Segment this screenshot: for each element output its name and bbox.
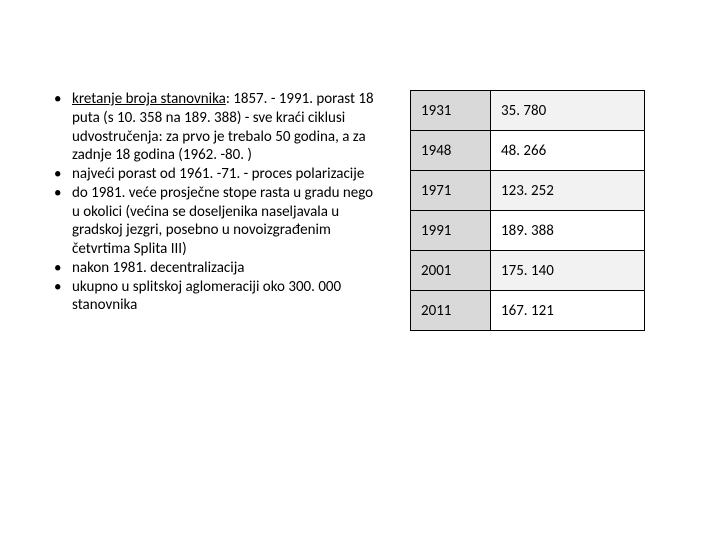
list-item: kretanje broja stanovnika: 1857. - 1991.… <box>50 90 380 165</box>
year-cell: 2011 <box>411 291 491 331</box>
table-row: 2011 167. 121 <box>411 291 645 331</box>
bullet-text: nakon 1981. decentralizacija <box>72 259 244 277</box>
year-cell: 1991 <box>411 211 491 251</box>
year-cell: 1931 <box>411 91 491 131</box>
bullet-text: do 1981. veće prosječne stope rasta u gr… <box>72 184 373 258</box>
population-table: 1931 35. 780 1948 48. 266 1971 123. 252 … <box>410 90 645 331</box>
list-item: najveći porast od 1961. -71. - proces po… <box>50 165 380 184</box>
year-cell: 1948 <box>411 131 491 171</box>
bullet-text: ukupno u splitskoj aglomeraciji oko 300.… <box>72 278 341 315</box>
list-item: do 1981. veće prosječne stope rasta u gr… <box>50 184 380 259</box>
value-cell: 48. 266 <box>491 131 645 171</box>
value-cell: 123. 252 <box>491 171 645 211</box>
year-cell: 1971 <box>411 171 491 211</box>
list-item: ukupno u splitskoj aglomeraciji oko 300.… <box>50 278 380 316</box>
bullet-text: najveći porast od 1961. -71. - proces po… <box>72 165 364 183</box>
list-item: nakon 1981. decentralizacija <box>50 259 380 278</box>
table-row: 1948 48. 266 <box>411 131 645 171</box>
year-cell: 2001 <box>411 251 491 291</box>
value-cell: 189. 388 <box>491 211 645 251</box>
slide-content: kretanje broja stanovnika: 1857. - 1991.… <box>0 0 720 331</box>
table-row: 1971 123. 252 <box>411 171 645 211</box>
table-row: 1991 189. 388 <box>411 211 645 251</box>
value-cell: 167. 121 <box>491 291 645 331</box>
value-cell: 175. 140 <box>491 251 645 291</box>
bullet-underlined: kretanje broja stanovnika <box>72 90 226 108</box>
table-column: 1931 35. 780 1948 48. 266 1971 123. 252 … <box>410 90 645 331</box>
bullet-list: kretanje broja stanovnika: 1857. - 1991.… <box>50 90 380 315</box>
bullet-column: kretanje broja stanovnika: 1857. - 1991.… <box>50 90 380 331</box>
table-row: 2001 175. 140 <box>411 251 645 291</box>
value-cell: 35. 780 <box>491 91 645 131</box>
table-row: 1931 35. 780 <box>411 91 645 131</box>
